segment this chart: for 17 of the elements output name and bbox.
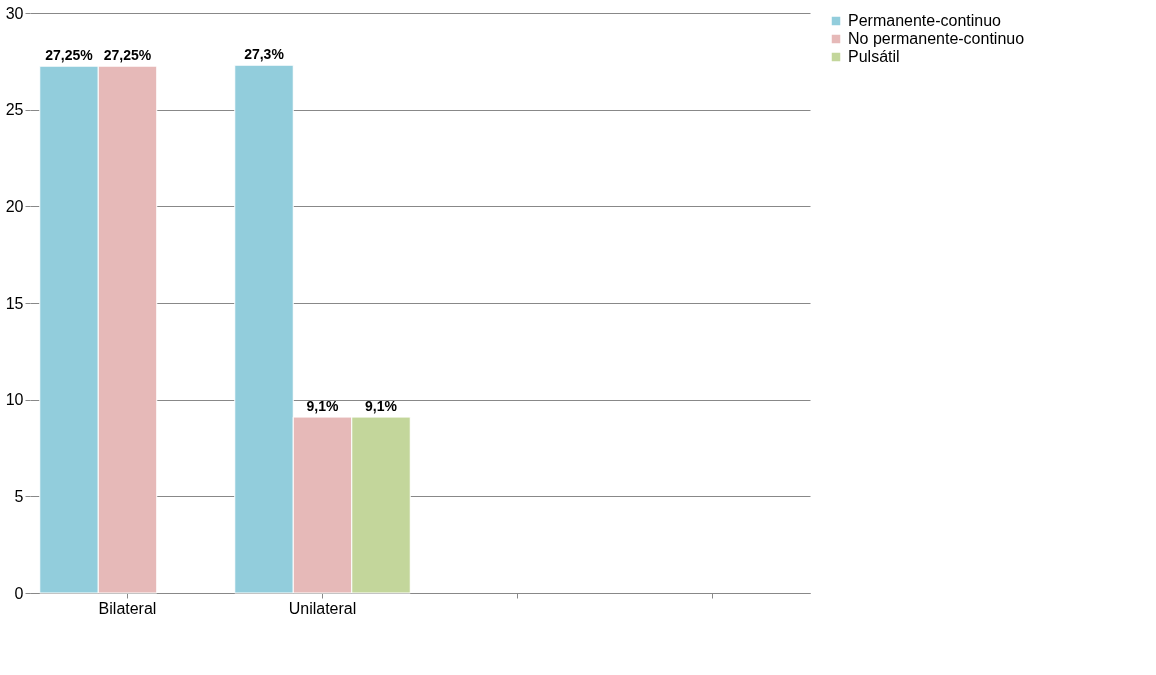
y-tick-label: 25 xyxy=(5,101,24,119)
legend-label: Pulsátil xyxy=(848,48,900,65)
y-tick-label: 0 xyxy=(14,584,24,602)
data-label: 27,25% xyxy=(45,47,94,64)
y-tick-label: 10 xyxy=(5,391,24,409)
y-tick-label: 30 xyxy=(5,4,24,22)
y-tick-label: 15 xyxy=(5,294,24,312)
y-tick-label: 5 xyxy=(14,487,24,505)
x-tick-label: Unilateral xyxy=(288,599,357,617)
data-label: 27,3% xyxy=(244,46,285,63)
y-tick-label: 20 xyxy=(5,197,24,215)
legend-label: No permanente-continuo xyxy=(848,30,1025,47)
data-label: 27,25% xyxy=(103,47,152,64)
legend-label: Permanente-continuo xyxy=(848,12,1002,29)
data-label: 9,1% xyxy=(306,398,339,415)
data-label: 9,1% xyxy=(365,398,398,415)
x-tick-label: Bilateral xyxy=(98,599,157,617)
